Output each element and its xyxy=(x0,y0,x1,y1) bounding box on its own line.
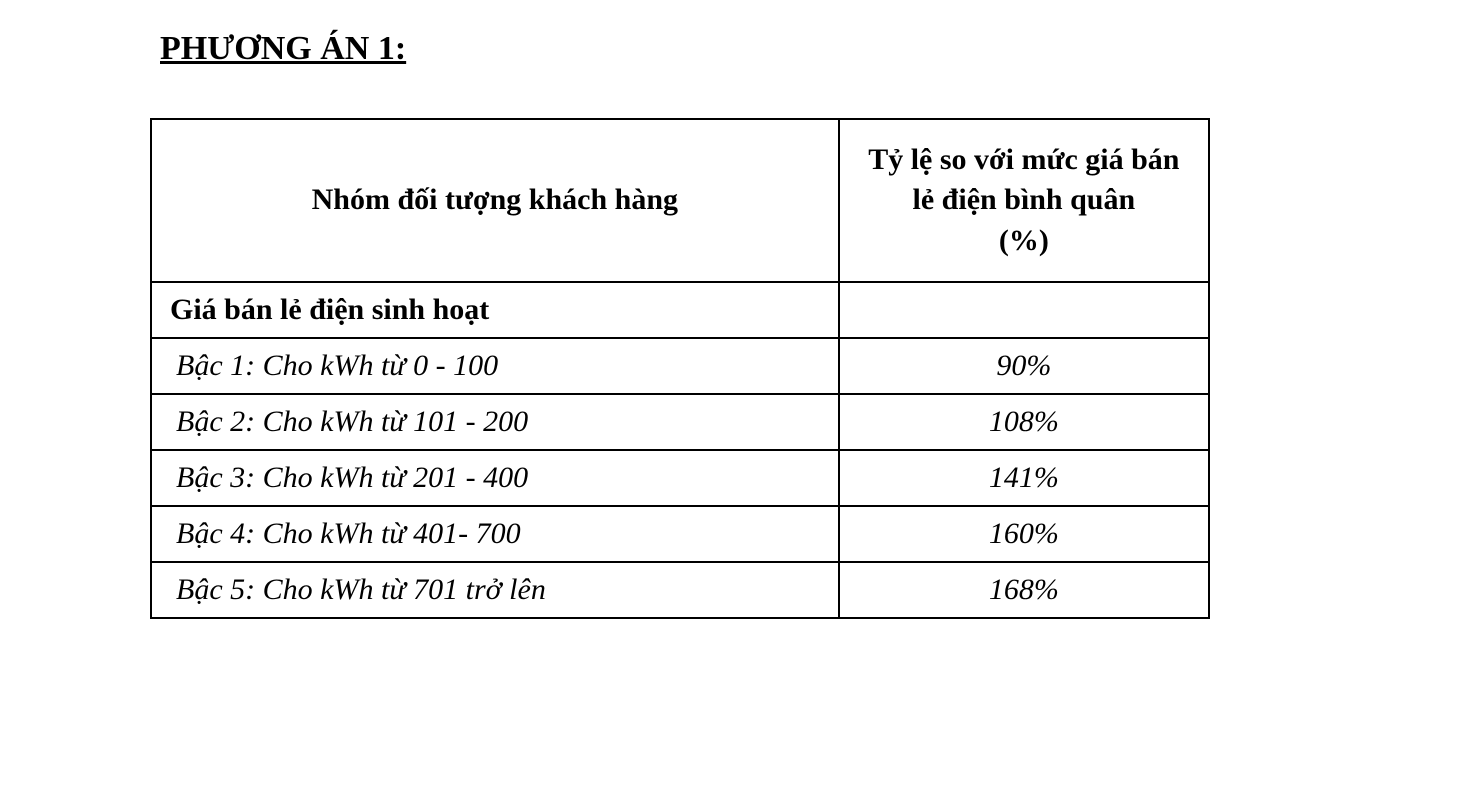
tier-label: Bậc 1: Cho kWh từ 0 - 100 xyxy=(151,338,839,394)
tier-label: Bậc 3: Cho kWh từ 201 - 400 xyxy=(151,450,839,506)
tier-value: 90% xyxy=(839,338,1209,394)
tier-label: Bậc 2: Cho kWh từ 101 - 200 xyxy=(151,394,839,450)
table-row: Bậc 5: Cho kWh từ 701 trở lên 168% xyxy=(151,562,1209,618)
tier-label: Bậc 4: Cho kWh từ 401- 700 xyxy=(151,506,839,562)
tier-value: 168% xyxy=(839,562,1209,618)
page-title: PHƯƠNG ÁN 1: xyxy=(160,30,1307,68)
tier-value: 108% xyxy=(839,394,1209,450)
table-header-row: Nhóm đối tượng khách hàng Tỷ lệ so với m… xyxy=(151,119,1209,282)
section-header-label: Giá bán lẻ điện sinh hoạt xyxy=(151,282,839,338)
tier-label: Bậc 5: Cho kWh từ 701 trở lên xyxy=(151,562,839,618)
table-row: Bậc 2: Cho kWh từ 101 - 200 108% xyxy=(151,394,1209,450)
header-col-ratio: Tỷ lệ so với mức giá bán lẻ điện bình qu… xyxy=(839,119,1209,282)
section-header-value xyxy=(839,282,1209,338)
table-row: Bậc 3: Cho kWh từ 201 - 400 141% xyxy=(151,450,1209,506)
pricing-table: Nhóm đối tượng khách hàng Tỷ lệ so với m… xyxy=(150,118,1210,619)
tier-value: 141% xyxy=(839,450,1209,506)
header-col-customer-group: Nhóm đối tượng khách hàng xyxy=(151,119,839,282)
tier-value: 160% xyxy=(839,506,1209,562)
table-row: Bậc 4: Cho kWh từ 401- 700 160% xyxy=(151,506,1209,562)
table-row: Bậc 1: Cho kWh từ 0 - 100 90% xyxy=(151,338,1209,394)
table-section-header: Giá bán lẻ điện sinh hoạt xyxy=(151,282,1209,338)
